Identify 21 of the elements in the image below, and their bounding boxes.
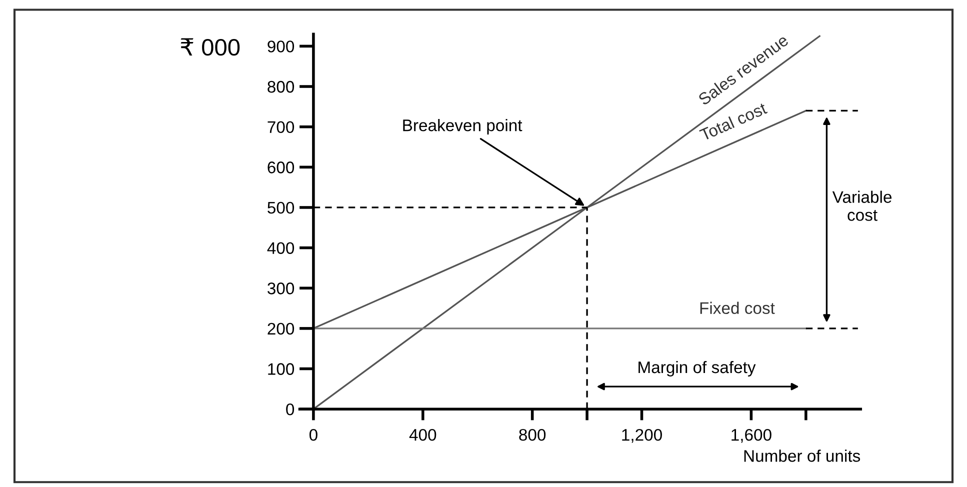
annotation: Margin of safety: [638, 360, 756, 376]
y-tick-label: 600: [268, 162, 294, 174]
y-tick-label: 100: [268, 363, 294, 375]
x-tick-label: 1,200: [622, 428, 662, 443]
y-tick-label: 700: [268, 121, 294, 134]
x-tick-label: 400: [409, 428, 436, 441]
y-tick-label: 900: [268, 40, 294, 52]
x-axis-title: Number of units: [744, 450, 860, 462]
y-tick-label: 200: [268, 322, 294, 335]
y-tick-label: 500: [268, 202, 294, 214]
y-axis-title: ₹ 000: [180, 38, 240, 56]
annotation: Breakeven point: [403, 119, 522, 135]
x-tick-label: 0: [309, 428, 318, 441]
y-tick-label: 0: [286, 403, 294, 416]
series-label: Fixed cost: [700, 302, 775, 314]
y-tick-label: 400: [267, 242, 294, 254]
x-tick-label: 800: [519, 428, 546, 441]
annotation: Variable cost: [832, 190, 892, 221]
y-tick-label: 300: [268, 282, 294, 294]
x-tick-label: 1,600: [732, 428, 772, 443]
y-tick-label: 800: [268, 80, 294, 93]
